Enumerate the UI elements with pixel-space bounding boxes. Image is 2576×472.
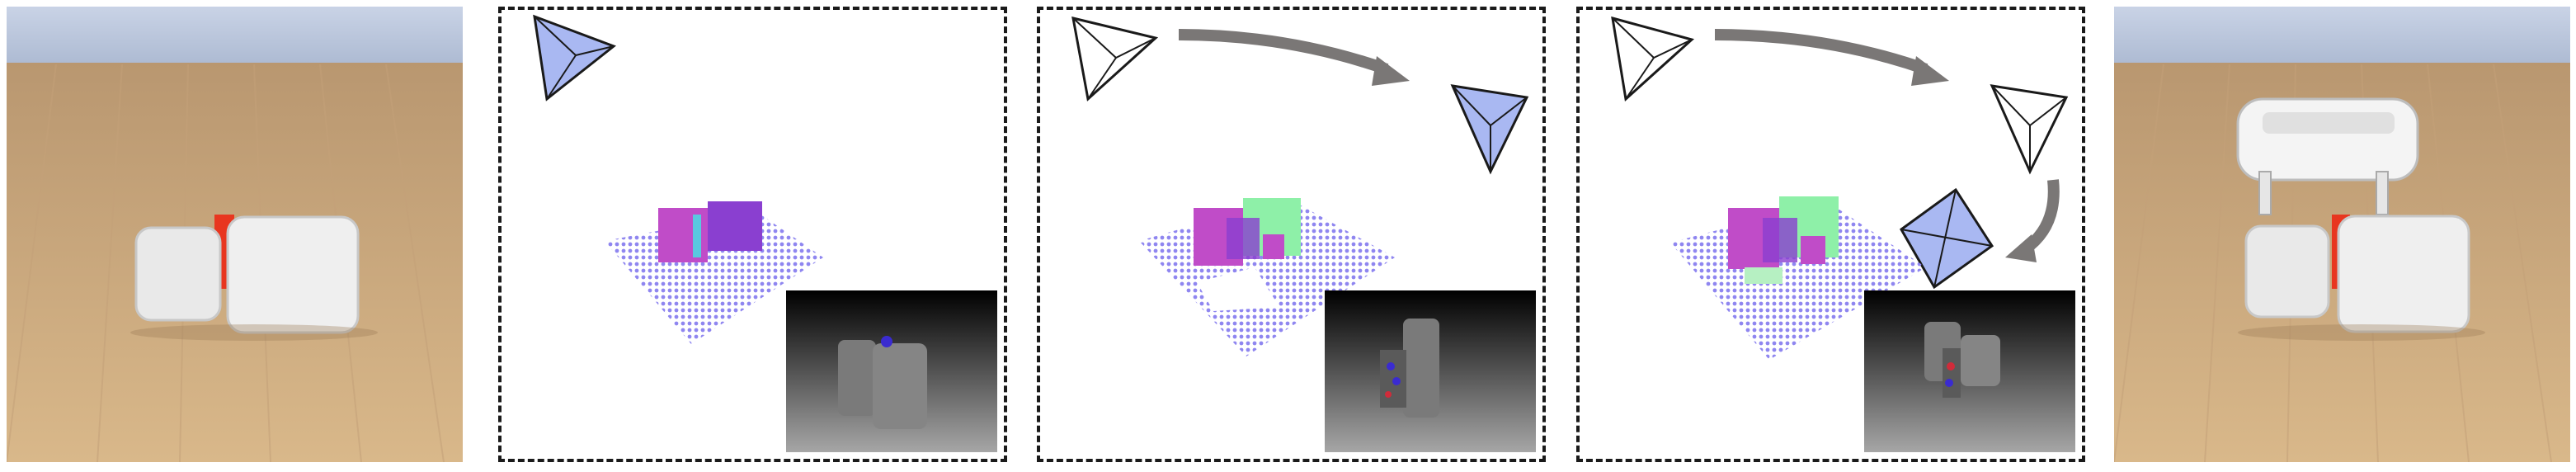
depth-image-inset [1864,290,2075,452]
white-box-right [226,215,360,334]
white-box-left [134,226,222,322]
voxel-reconstruction [658,201,762,262]
depth-image-inset [1325,290,1536,452]
trajectory-arrow-icon [2005,179,2060,262]
initial-scene-photo [7,7,463,462]
reconstruction-panel-2 [1037,7,1546,462]
depth-image-inset [786,290,997,452]
voxel-reconstruction [1728,196,1839,284]
camera-frustum-icon [1071,17,1159,101]
background-wall [2114,7,2570,63]
white-box-left [2244,224,2330,319]
robot-gripper [2236,97,2419,215]
reconstruction-panel-1 [498,7,1007,462]
background-wall [7,7,463,63]
trajectory-arrow-icon [1178,29,1410,86]
white-box-right [2337,215,2470,333]
camera-frustum-icon [533,14,617,101]
voxel-reconstruction [1194,198,1301,266]
reconstruction-panel-3 [1576,7,2085,462]
camera-frustum-icon [1990,84,2069,175]
trajectory-arrow-icon [1714,29,1949,86]
camera-frustum-icon [1450,84,1529,175]
camera-frustum-icon [1611,16,1695,101]
final-scene-photo [2114,7,2570,462]
